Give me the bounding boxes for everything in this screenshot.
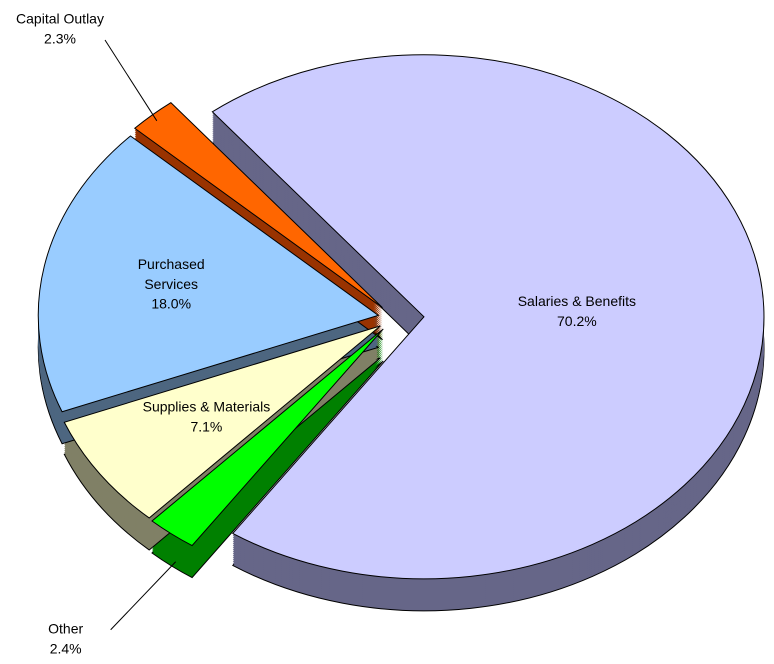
value-label: 70.2% xyxy=(557,313,597,329)
slice-label: Supplies & Materials xyxy=(143,398,271,414)
slice-label: Other xyxy=(48,620,83,636)
leader-line xyxy=(104,39,158,122)
slice-label: Capital Outlay xyxy=(16,11,104,27)
slice xyxy=(133,102,383,309)
labels: Salaries & Benefits 70.2% Other 2.4% Supplie… xyxy=(16,11,636,657)
value-label: 2.3% xyxy=(44,31,76,47)
value-label: 18.0% xyxy=(151,296,191,312)
label-line: Services xyxy=(144,276,198,292)
value-label: 2.4% xyxy=(50,640,82,656)
slice xyxy=(37,135,380,413)
slice xyxy=(211,54,765,580)
label-line: Purchased xyxy=(138,256,205,272)
slice xyxy=(151,328,384,547)
slice-label: Salaries & Benefits xyxy=(518,293,636,309)
slice-label: Purchased Services xyxy=(138,256,205,292)
leader-line xyxy=(110,561,177,631)
value-label: 7.1% xyxy=(190,418,222,434)
slice-tops xyxy=(37,54,765,580)
slice xyxy=(63,325,381,519)
